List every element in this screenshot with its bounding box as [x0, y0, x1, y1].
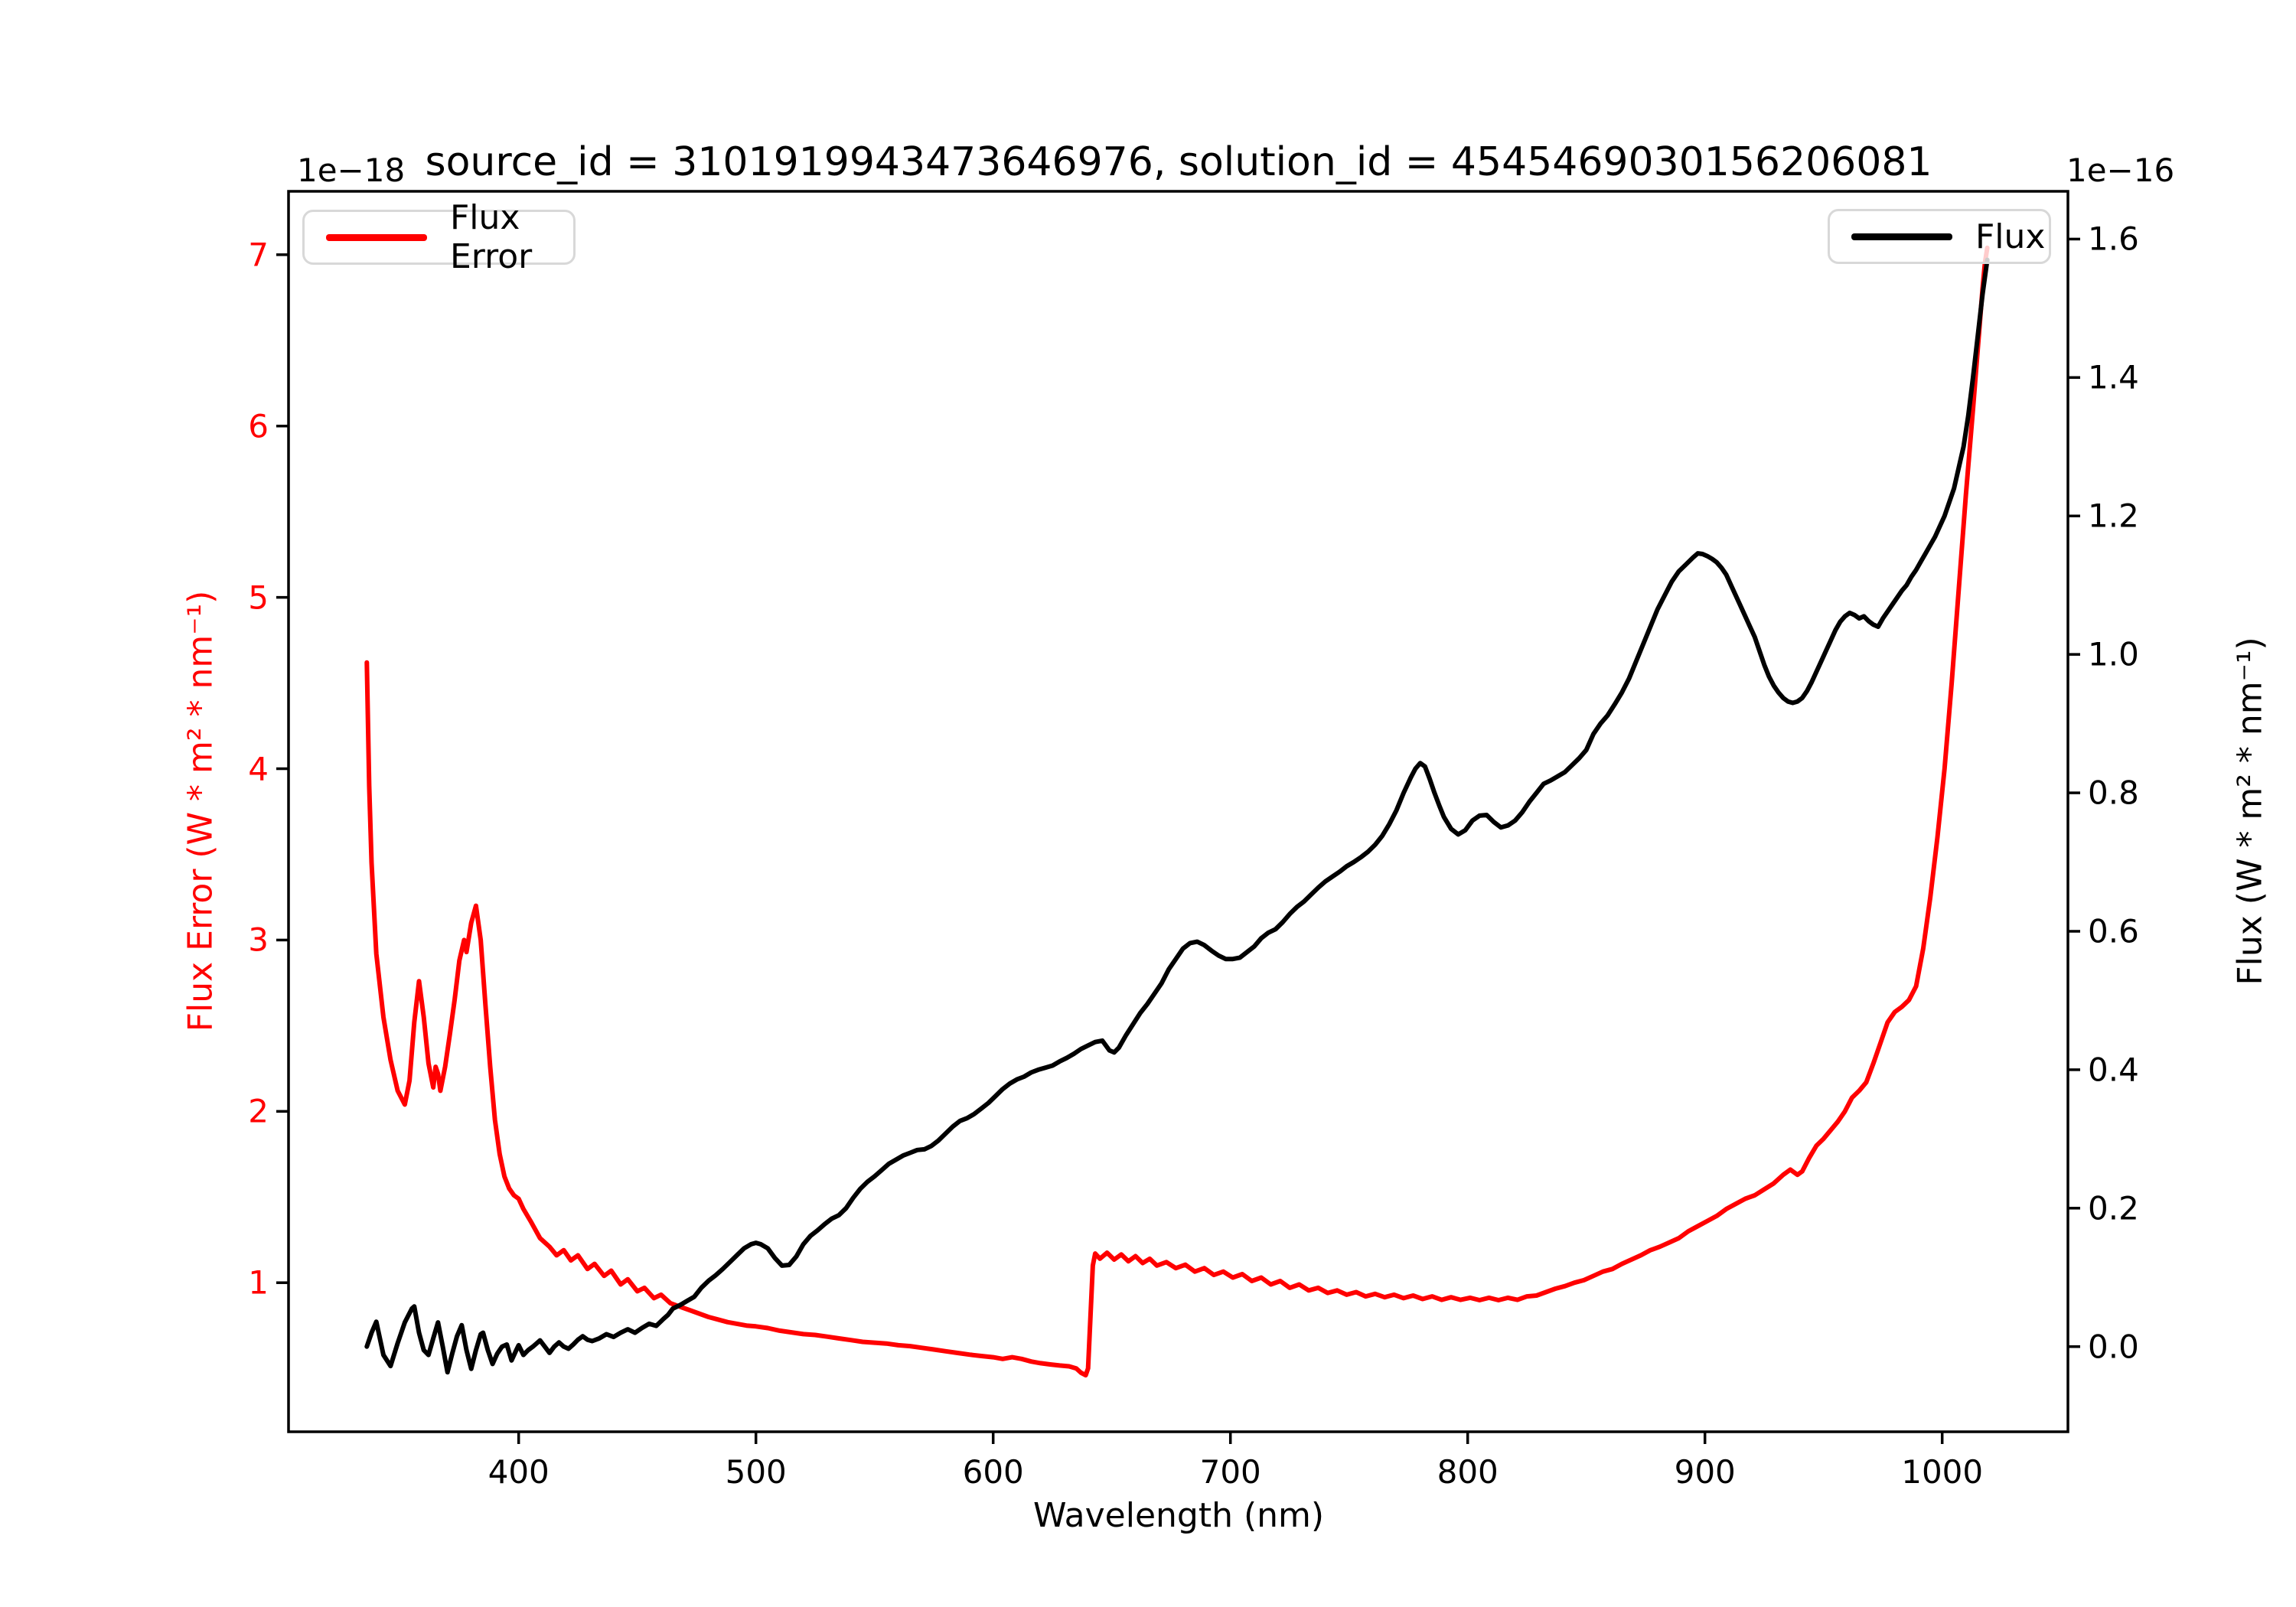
flux-line — [364, 257, 1990, 1375]
left-y-tick-label: 7 — [248, 236, 269, 274]
left-y-tick-label: 2 — [248, 1092, 269, 1130]
flux-legend-label: Flux — [1975, 217, 2046, 256]
x-tick-label: 600 — [962, 1453, 1024, 1491]
x-tick-label: 500 — [725, 1453, 787, 1491]
x-tick-label: 900 — [1674, 1453, 1736, 1491]
x-tick-label: 1000 — [1901, 1453, 1984, 1491]
legend-flux: Flux — [1828, 209, 2051, 264]
left-y-tick-label: 5 — [248, 579, 269, 617]
right-y-tick-label: 1.0 — [2088, 635, 2139, 673]
left-y-tick-label: 1 — [248, 1263, 269, 1302]
right-y-tick-label: 1.2 — [2088, 497, 2139, 535]
left-y-tick-label: 3 — [248, 921, 269, 959]
right-y-tick-label: 0.6 — [2088, 912, 2139, 950]
right-y-tick-label: 1.6 — [2088, 220, 2139, 258]
x-axis-label: Wavelength (nm) — [1032, 1496, 1325, 1535]
right-y-tick-label: 1.4 — [2088, 358, 2139, 396]
right-y-tick-label: 0.0 — [2088, 1328, 2139, 1366]
right-axis-offset-text: 1e−16 — [2066, 152, 2175, 189]
right-y-tick-label: 0.2 — [2088, 1189, 2139, 1227]
x-tick-label: 800 — [1437, 1453, 1499, 1491]
chart-title: source_id = 3101919943473646976, solutio… — [425, 139, 1932, 185]
left-axis-offset-text: 1e−18 — [297, 152, 406, 189]
x-tick-label: 700 — [1199, 1453, 1261, 1491]
left-y-tick-label: 6 — [248, 407, 269, 445]
flux-error-line — [364, 245, 1990, 1378]
flux-legend-line-icon — [1851, 233, 1952, 240]
right-y-tick-label: 0.4 — [2088, 1051, 2139, 1089]
legend-flux-error: Flux Error — [302, 198, 576, 276]
left-y-tick-label: 4 — [248, 750, 269, 788]
axes-spines — [287, 190, 2069, 1433]
flux-error-legend-label: Flux Error — [450, 198, 533, 276]
x-tick-label: 400 — [488, 1453, 550, 1491]
flux-error-legend-line-icon — [326, 233, 427, 241]
right-y-tick-label: 0.8 — [2088, 774, 2139, 812]
